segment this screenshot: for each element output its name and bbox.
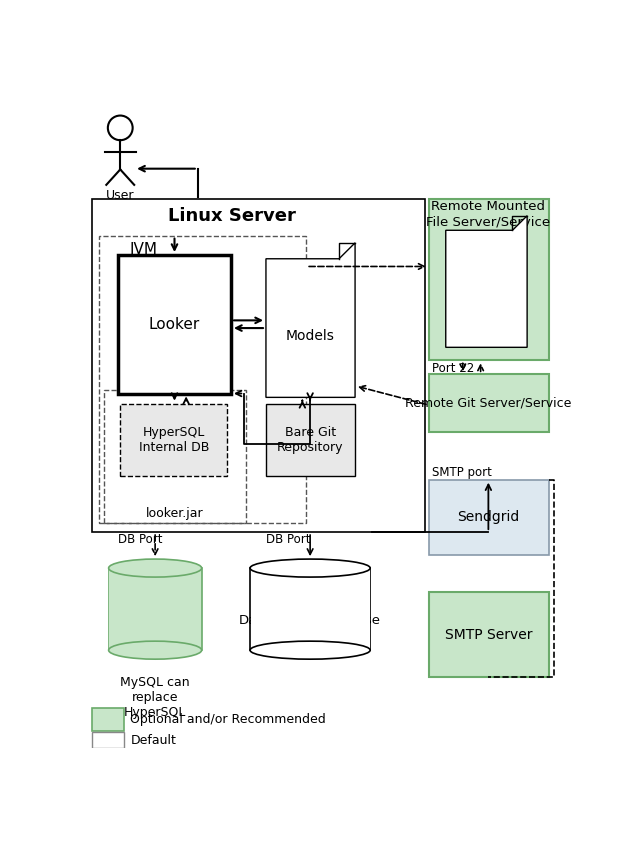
- Bar: [250, 568, 370, 650]
- Bar: [428, 374, 549, 432]
- Bar: [250, 568, 369, 650]
- Text: SMTP port: SMTP port: [432, 466, 492, 479]
- Text: HyperSQL
Internal DB: HyperSQL Internal DB: [138, 426, 209, 454]
- Text: Default: Default: [130, 733, 176, 747]
- Text: looker.jar: looker.jar: [146, 507, 203, 520]
- Ellipse shape: [109, 641, 202, 659]
- Bar: [428, 592, 549, 677]
- Text: MySQL
Internal DB: MySQL Internal DB: [118, 599, 193, 627]
- Bar: [91, 198, 425, 532]
- Text: Looker: Looker: [149, 317, 200, 331]
- Polygon shape: [266, 243, 355, 397]
- Text: SMTP Server: SMTP Server: [445, 627, 532, 642]
- Text: Remote Mounted
File Server/Service: Remote Mounted File Server/Service: [426, 200, 550, 228]
- Bar: [120, 404, 227, 476]
- Text: Linux Server: Linux Server: [168, 207, 296, 225]
- Ellipse shape: [250, 559, 370, 577]
- Bar: [91, 733, 124, 748]
- Ellipse shape: [250, 641, 370, 659]
- Text: Analytics
Database/Warehouse: Analytics Database/Warehouse: [239, 599, 381, 627]
- Text: Port 22: Port 22: [432, 362, 474, 374]
- Bar: [428, 198, 549, 361]
- Ellipse shape: [109, 559, 202, 577]
- Text: DB Port: DB Port: [266, 533, 310, 547]
- Text: MySQL can
replace
HyperSQL: MySQL can replace HyperSQL: [120, 676, 190, 719]
- Polygon shape: [446, 216, 527, 347]
- Text: User: User: [106, 189, 135, 202]
- Bar: [99, 235, 306, 523]
- Text: Remote Git Server/Service: Remote Git Server/Service: [405, 396, 571, 410]
- Text: Models: Models: [286, 329, 335, 343]
- Bar: [428, 479, 549, 555]
- Bar: [266, 404, 355, 476]
- Text: Bare Git
Repository: Bare Git Repository: [277, 426, 343, 454]
- Bar: [109, 568, 202, 650]
- Text: JVM: JVM: [130, 242, 158, 257]
- Text: Sendgrid: Sendgrid: [457, 510, 520, 525]
- Text: DB Port: DB Port: [118, 533, 163, 547]
- Bar: [118, 255, 231, 394]
- Text: Optional and/or Recommended: Optional and/or Recommended: [130, 712, 326, 726]
- Bar: [109, 568, 201, 650]
- Text: Models: Models: [464, 293, 508, 306]
- Bar: [91, 707, 124, 731]
- Bar: [104, 389, 246, 523]
